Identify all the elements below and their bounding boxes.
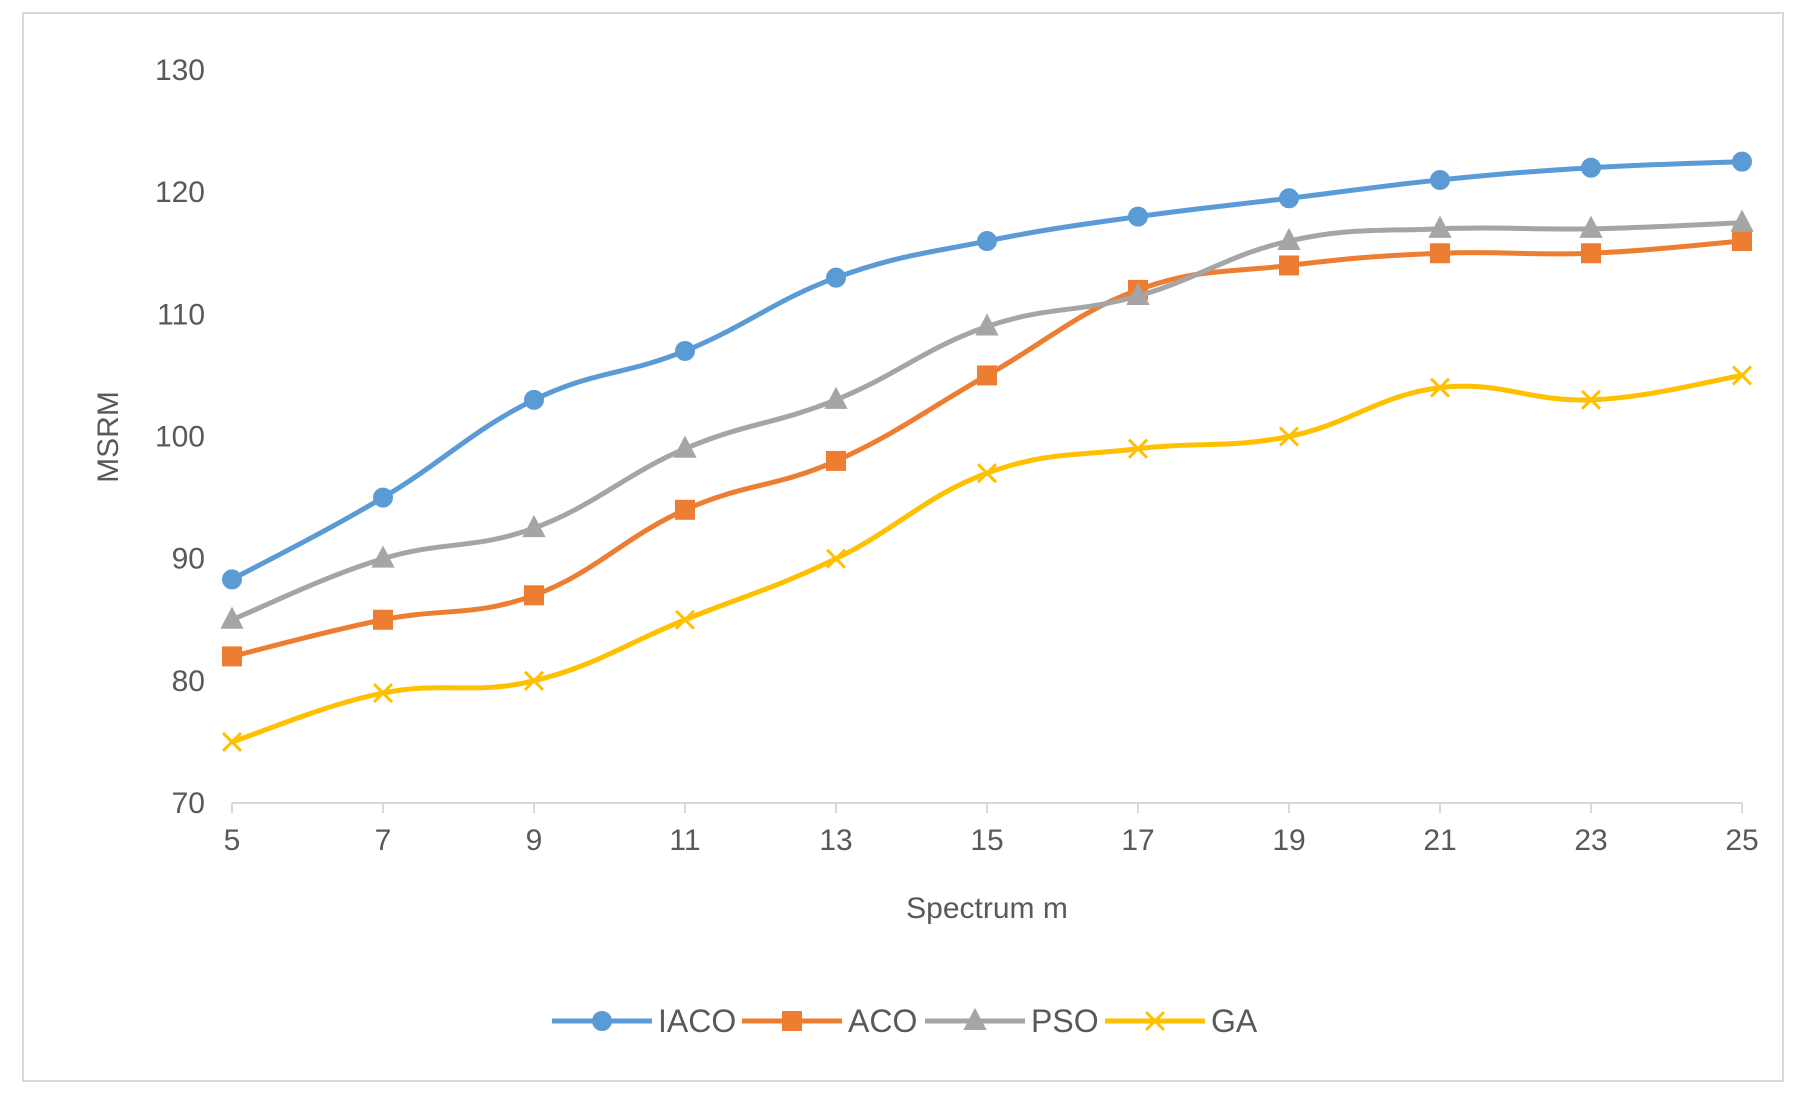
legend-swatch-marker	[963, 1007, 987, 1030]
legend-swatch-marker	[1144, 1010, 1166, 1032]
legend-label: ACO	[848, 1003, 917, 1039]
legend-swatch-marker	[782, 1011, 802, 1031]
data-point-ga	[372, 682, 394, 704]
data-point-pso	[673, 435, 697, 458]
data-point-iaco	[1430, 169, 1450, 190]
data-point-ga	[1127, 438, 1149, 459]
legend-item-ga: GA	[1105, 1003, 1258, 1039]
legend-item-iaco: IACO	[552, 1003, 736, 1039]
data-point-ga	[1429, 377, 1451, 398]
data-point-iaco	[826, 267, 846, 288]
data-point-iaco	[1732, 151, 1752, 172]
legend: IACO ACO PSO GA	[552, 1003, 1258, 1039]
x-axis-title: Spectrum m	[906, 892, 1068, 925]
data-point-iaco	[977, 231, 997, 252]
y-tick-label: 90	[172, 543, 205, 576]
legend-item-aco: ACO	[742, 1003, 917, 1039]
data-point-pso	[522, 514, 546, 538]
data-point-pso	[220, 606, 244, 629]
series-aco	[222, 231, 1752, 667]
data-point-iaco	[675, 340, 695, 361]
x-tick-label: 5	[224, 824, 241, 857]
x-tick-label: 9	[526, 824, 543, 857]
data-point-pso	[371, 545, 395, 568]
data-point-aco	[373, 609, 393, 630]
data-point-iaco	[1279, 188, 1299, 209]
series-iaco	[222, 151, 1752, 590]
y-tick-label: 120	[155, 176, 205, 209]
data-point-aco	[1279, 255, 1299, 276]
data-point-aco	[1581, 243, 1601, 264]
legend-label: GA	[1211, 1003, 1258, 1039]
data-point-ga	[1731, 365, 1753, 386]
chart-frame	[22, 12, 1784, 1082]
y-axis-title: MSRM	[92, 391, 125, 483]
legend-label: IACO	[658, 1003, 736, 1039]
y-axis-ticks: 70 80 90 100 110 120 130	[155, 54, 205, 820]
data-point-iaco	[1581, 157, 1601, 178]
data-point-ga	[523, 670, 545, 691]
legend-swatch-marker	[592, 1011, 612, 1031]
data-point-ga	[674, 609, 696, 630]
x-tick-label: 7	[375, 824, 392, 857]
legend-item-pso: PSO	[925, 1003, 1099, 1039]
y-tick-label: 100	[155, 421, 205, 454]
data-point-iaco	[524, 389, 544, 410]
series-ga	[221, 365, 1753, 752]
data-point-iaco	[1128, 206, 1148, 227]
legend-label: PSO	[1031, 1003, 1099, 1039]
series-line-pso	[229, 220, 1745, 623]
series-pso	[220, 209, 1754, 629]
data-point-pso	[1126, 282, 1150, 306]
x-axis-tickmarks	[231, 803, 1743, 813]
data-point-iaco	[222, 569, 242, 590]
data-point-aco	[222, 646, 242, 667]
y-tick-label: 110	[157, 298, 205, 331]
data-point-ga	[1278, 426, 1300, 447]
y-tick-label: 130	[155, 54, 205, 87]
series-line-ga	[229, 372, 1745, 745]
data-point-aco	[1732, 231, 1752, 252]
data-point-ga	[825, 548, 847, 569]
x-tick-label: 15	[970, 824, 1003, 857]
x-tick-label: 11	[669, 824, 700, 857]
data-point-aco	[1430, 243, 1450, 264]
data-point-pso	[1277, 227, 1301, 251]
x-tick-label: 21	[1423, 824, 1456, 857]
x-tick-label: 25	[1725, 824, 1758, 857]
x-tick-label: 17	[1121, 824, 1154, 857]
data-point-aco	[675, 499, 695, 520]
data-point-aco	[826, 450, 846, 471]
data-point-pso	[1428, 215, 1452, 238]
y-tick-label: 70	[172, 787, 205, 820]
data-point-ga	[221, 731, 243, 752]
data-point-pso	[824, 386, 848, 409]
data-point-ga	[1580, 389, 1602, 410]
x-tick-label: 19	[1272, 824, 1305, 857]
data-point-pso	[975, 313, 999, 336]
x-tick-label: 23	[1574, 824, 1607, 857]
x-tick-label: 13	[819, 824, 852, 857]
series-group	[220, 151, 1754, 752]
data-point-iaco	[373, 487, 393, 508]
y-tick-label: 80	[172, 665, 205, 698]
x-axis-ticks: 5 7 9 11 13 15 17 19 21 23 25	[224, 824, 1759, 857]
data-point-aco	[524, 585, 544, 606]
data-point-pso	[1730, 209, 1754, 232]
data-point-ga	[976, 463, 998, 484]
data-point-pso	[1579, 215, 1603, 238]
data-point-aco	[977, 365, 997, 386]
